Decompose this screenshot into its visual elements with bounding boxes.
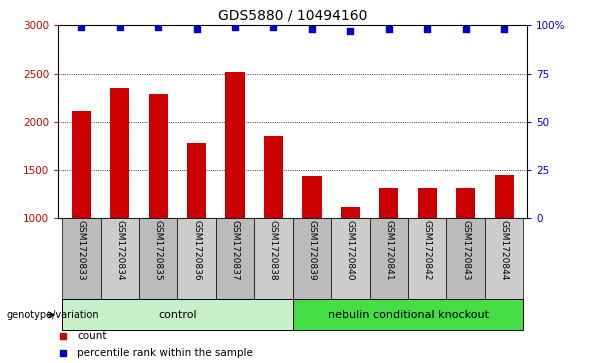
Bar: [331, 218, 370, 299]
Bar: [293, 218, 331, 299]
Bar: [264, 136, 283, 218]
Text: GSM1720841: GSM1720841: [384, 220, 394, 281]
Bar: [226, 72, 245, 218]
Text: count: count: [77, 331, 107, 341]
Text: GSM1720836: GSM1720836: [192, 220, 201, 281]
Text: GSM1720840: GSM1720840: [346, 220, 355, 281]
Point: [307, 26, 317, 32]
Point: [346, 28, 356, 34]
Text: GSM1720843: GSM1720843: [461, 220, 470, 281]
Bar: [72, 111, 91, 218]
Point: [461, 26, 471, 32]
Point: [499, 26, 509, 32]
Text: control: control: [158, 310, 197, 320]
Bar: [408, 218, 446, 299]
Text: GSM1720837: GSM1720837: [230, 220, 240, 281]
Point: [192, 26, 202, 32]
Point: [268, 24, 278, 30]
Bar: [177, 218, 216, 299]
Bar: [101, 218, 139, 299]
Point: [153, 24, 163, 30]
Bar: [62, 299, 293, 330]
Text: GSM1720834: GSM1720834: [115, 220, 124, 281]
Point: [115, 24, 124, 30]
Point: [422, 26, 432, 32]
Bar: [187, 143, 206, 218]
Text: GSM1720844: GSM1720844: [500, 220, 509, 281]
Bar: [417, 188, 437, 218]
Text: GSM1720833: GSM1720833: [77, 220, 86, 281]
Bar: [110, 88, 129, 218]
Bar: [216, 218, 254, 299]
Text: GSM1720839: GSM1720839: [308, 220, 316, 281]
Title: GDS5880 / 10494160: GDS5880 / 10494160: [218, 9, 367, 23]
Point: [384, 26, 394, 32]
Bar: [293, 299, 524, 330]
Bar: [254, 218, 293, 299]
Text: GSM1720838: GSM1720838: [269, 220, 278, 281]
Point: [77, 24, 86, 30]
Text: GSM1720835: GSM1720835: [154, 220, 162, 281]
Bar: [341, 207, 360, 218]
Point: [230, 24, 240, 30]
Bar: [485, 218, 524, 299]
Text: nebulin conditional knockout: nebulin conditional knockout: [327, 310, 489, 320]
Text: GSM1720842: GSM1720842: [423, 220, 432, 281]
Bar: [139, 218, 177, 299]
Bar: [446, 218, 485, 299]
Bar: [456, 188, 475, 218]
Bar: [302, 176, 322, 218]
Bar: [495, 175, 514, 218]
Text: genotype/variation: genotype/variation: [6, 310, 99, 320]
Bar: [379, 188, 398, 218]
Text: percentile rank within the sample: percentile rank within the sample: [77, 348, 253, 358]
Bar: [148, 94, 168, 218]
Bar: [62, 218, 101, 299]
Bar: [370, 218, 408, 299]
